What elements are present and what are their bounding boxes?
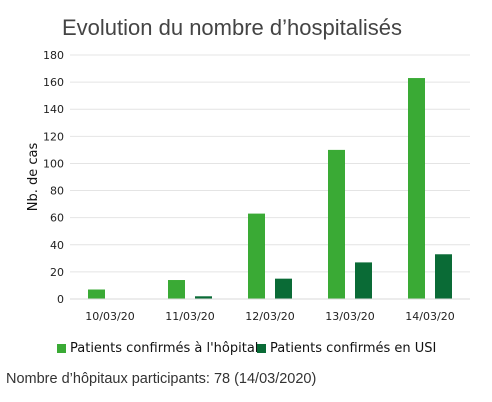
bar-chart: Evolution du nombre d’hospitalisés 0 20 40…	[26, 15, 470, 356]
x-tick-label: 13/03/20	[325, 310, 374, 323]
y-tick-label: 60	[50, 212, 64, 225]
y-tick-label: 120	[43, 130, 64, 143]
bar-hospital	[88, 289, 105, 299]
y-axis-ticks: 0 20 40 60 80 100 120 140 160 180	[43, 49, 64, 306]
bar-icu	[195, 296, 212, 299]
legend: Patients confirmés à l'hôpital Patients …	[57, 341, 436, 356]
y-tick-label: 180	[43, 49, 64, 62]
legend-swatch-hospital	[57, 344, 66, 353]
legend-label-hospital: Patients confirmés à l'hôpital	[70, 341, 258, 356]
x-tick-label: 14/03/20	[405, 310, 454, 323]
x-tick-label: 12/03/20	[245, 310, 294, 323]
chart-title: Evolution du nombre d’hospitalisés	[62, 15, 402, 40]
footnote: Nombre d’hôpitaux participants: 78 (14/0…	[6, 371, 317, 387]
y-tick-label: 40	[50, 239, 64, 252]
y-tick-label: 80	[50, 185, 64, 198]
bar-icu	[355, 262, 372, 299]
gridlines	[70, 54, 470, 273]
bar-icu	[435, 254, 452, 299]
x-tick-label: 11/03/20	[165, 310, 214, 323]
y-tick-label: 0	[57, 293, 64, 306]
bars	[88, 78, 452, 300]
legend-label-icu: Patients confirmés en USI	[270, 341, 436, 356]
bar-hospital	[328, 149, 345, 299]
y-axis-label: Nb. de cas	[26, 143, 41, 212]
bar-icu	[275, 278, 292, 299]
legend-swatch-icu	[257, 344, 266, 353]
y-tick-label: 100	[43, 157, 64, 170]
x-tick-label: 10/03/20	[85, 310, 134, 323]
bar-hospital	[248, 213, 265, 299]
bar-hospital	[168, 280, 185, 299]
y-tick-label: 140	[43, 103, 64, 116]
y-tick-label: 20	[50, 266, 64, 279]
x-axis-ticks: 10/03/20 11/03/20 12/03/20 13/03/20 14/03/20	[85, 310, 454, 323]
bar-hospital	[408, 78, 425, 300]
y-tick-label: 160	[43, 76, 64, 89]
